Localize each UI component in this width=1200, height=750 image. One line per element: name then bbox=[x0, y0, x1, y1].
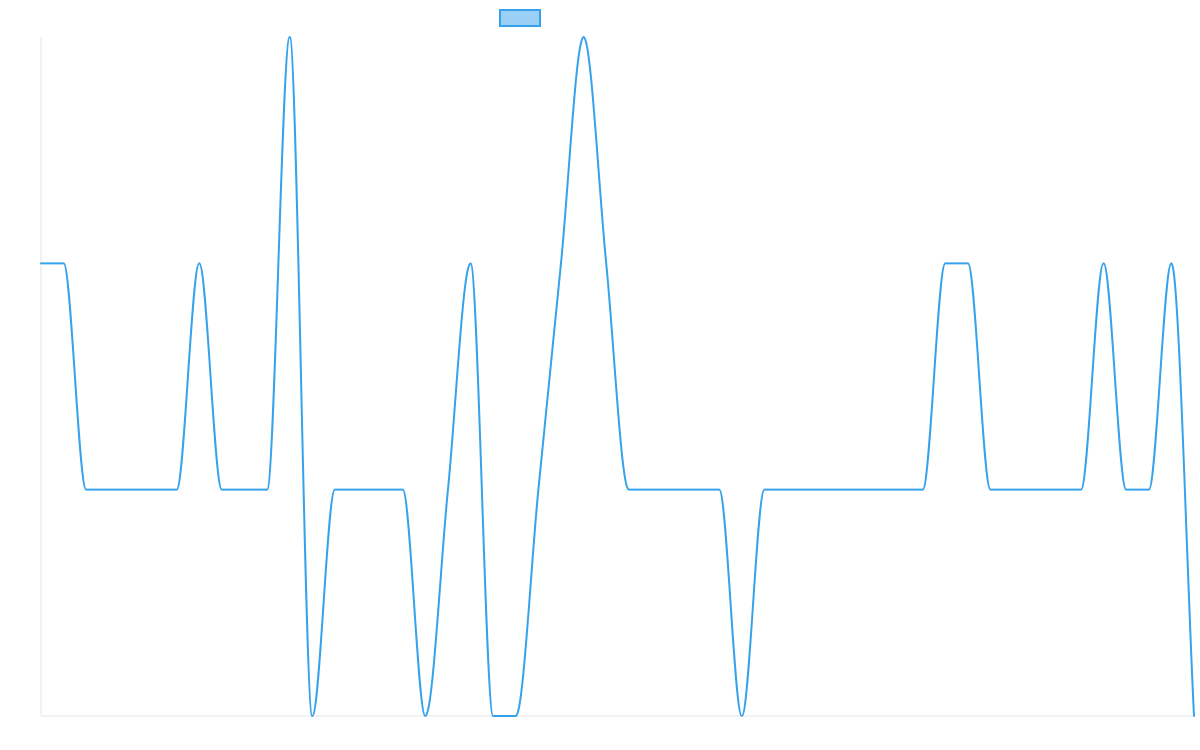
data-point bbox=[490, 713, 496, 719]
data-point bbox=[106, 487, 112, 493]
data-point bbox=[988, 487, 994, 493]
data-point bbox=[671, 487, 677, 493]
data-point bbox=[739, 713, 745, 719]
data-point bbox=[61, 260, 67, 266]
series-line bbox=[40, 36, 1195, 717]
legend[interactable] bbox=[499, 9, 541, 27]
data-point bbox=[1123, 487, 1129, 493]
data-point bbox=[1078, 487, 1084, 493]
data-point bbox=[309, 713, 315, 719]
data-point bbox=[128, 487, 134, 493]
data-point bbox=[874, 487, 880, 493]
data-point bbox=[897, 487, 903, 493]
data-point bbox=[332, 487, 338, 493]
data-point bbox=[445, 487, 451, 493]
data-point bbox=[355, 487, 361, 493]
data-point bbox=[1101, 260, 1107, 266]
data-point bbox=[468, 260, 474, 266]
data-point bbox=[422, 713, 428, 719]
data-point bbox=[513, 713, 519, 719]
data-point bbox=[400, 487, 406, 493]
data-point bbox=[196, 260, 202, 266]
data-point bbox=[558, 260, 564, 266]
data-point bbox=[829, 487, 835, 493]
data-point bbox=[1146, 487, 1152, 493]
data-point bbox=[174, 487, 180, 493]
data-point bbox=[648, 487, 654, 493]
data-point bbox=[151, 487, 157, 493]
data-point bbox=[716, 487, 722, 493]
data-point bbox=[1168, 260, 1174, 266]
data-point bbox=[219, 487, 225, 493]
data-point bbox=[761, 487, 767, 493]
legend-swatch[interactable] bbox=[499, 9, 541, 27]
data-point bbox=[784, 487, 790, 493]
data-point bbox=[264, 487, 270, 493]
chart-axes bbox=[40, 37, 1194, 717]
data-point bbox=[535, 487, 541, 493]
data-point bbox=[852, 487, 858, 493]
data-point bbox=[38, 260, 44, 266]
data-point bbox=[83, 487, 89, 493]
data-point bbox=[965, 260, 971, 266]
data-point bbox=[603, 260, 609, 266]
data-point bbox=[626, 487, 632, 493]
data-point bbox=[694, 487, 700, 493]
data-point bbox=[581, 34, 587, 40]
data-point bbox=[942, 260, 948, 266]
data-point bbox=[1010, 487, 1016, 493]
data-point bbox=[1191, 713, 1197, 719]
data-point bbox=[1055, 487, 1061, 493]
data-point bbox=[287, 34, 293, 40]
data-point bbox=[1033, 487, 1039, 493]
data-point bbox=[241, 487, 247, 493]
plot-area bbox=[38, 34, 1197, 719]
data-point bbox=[920, 487, 926, 493]
data-point bbox=[807, 487, 813, 493]
data-point bbox=[377, 487, 383, 493]
